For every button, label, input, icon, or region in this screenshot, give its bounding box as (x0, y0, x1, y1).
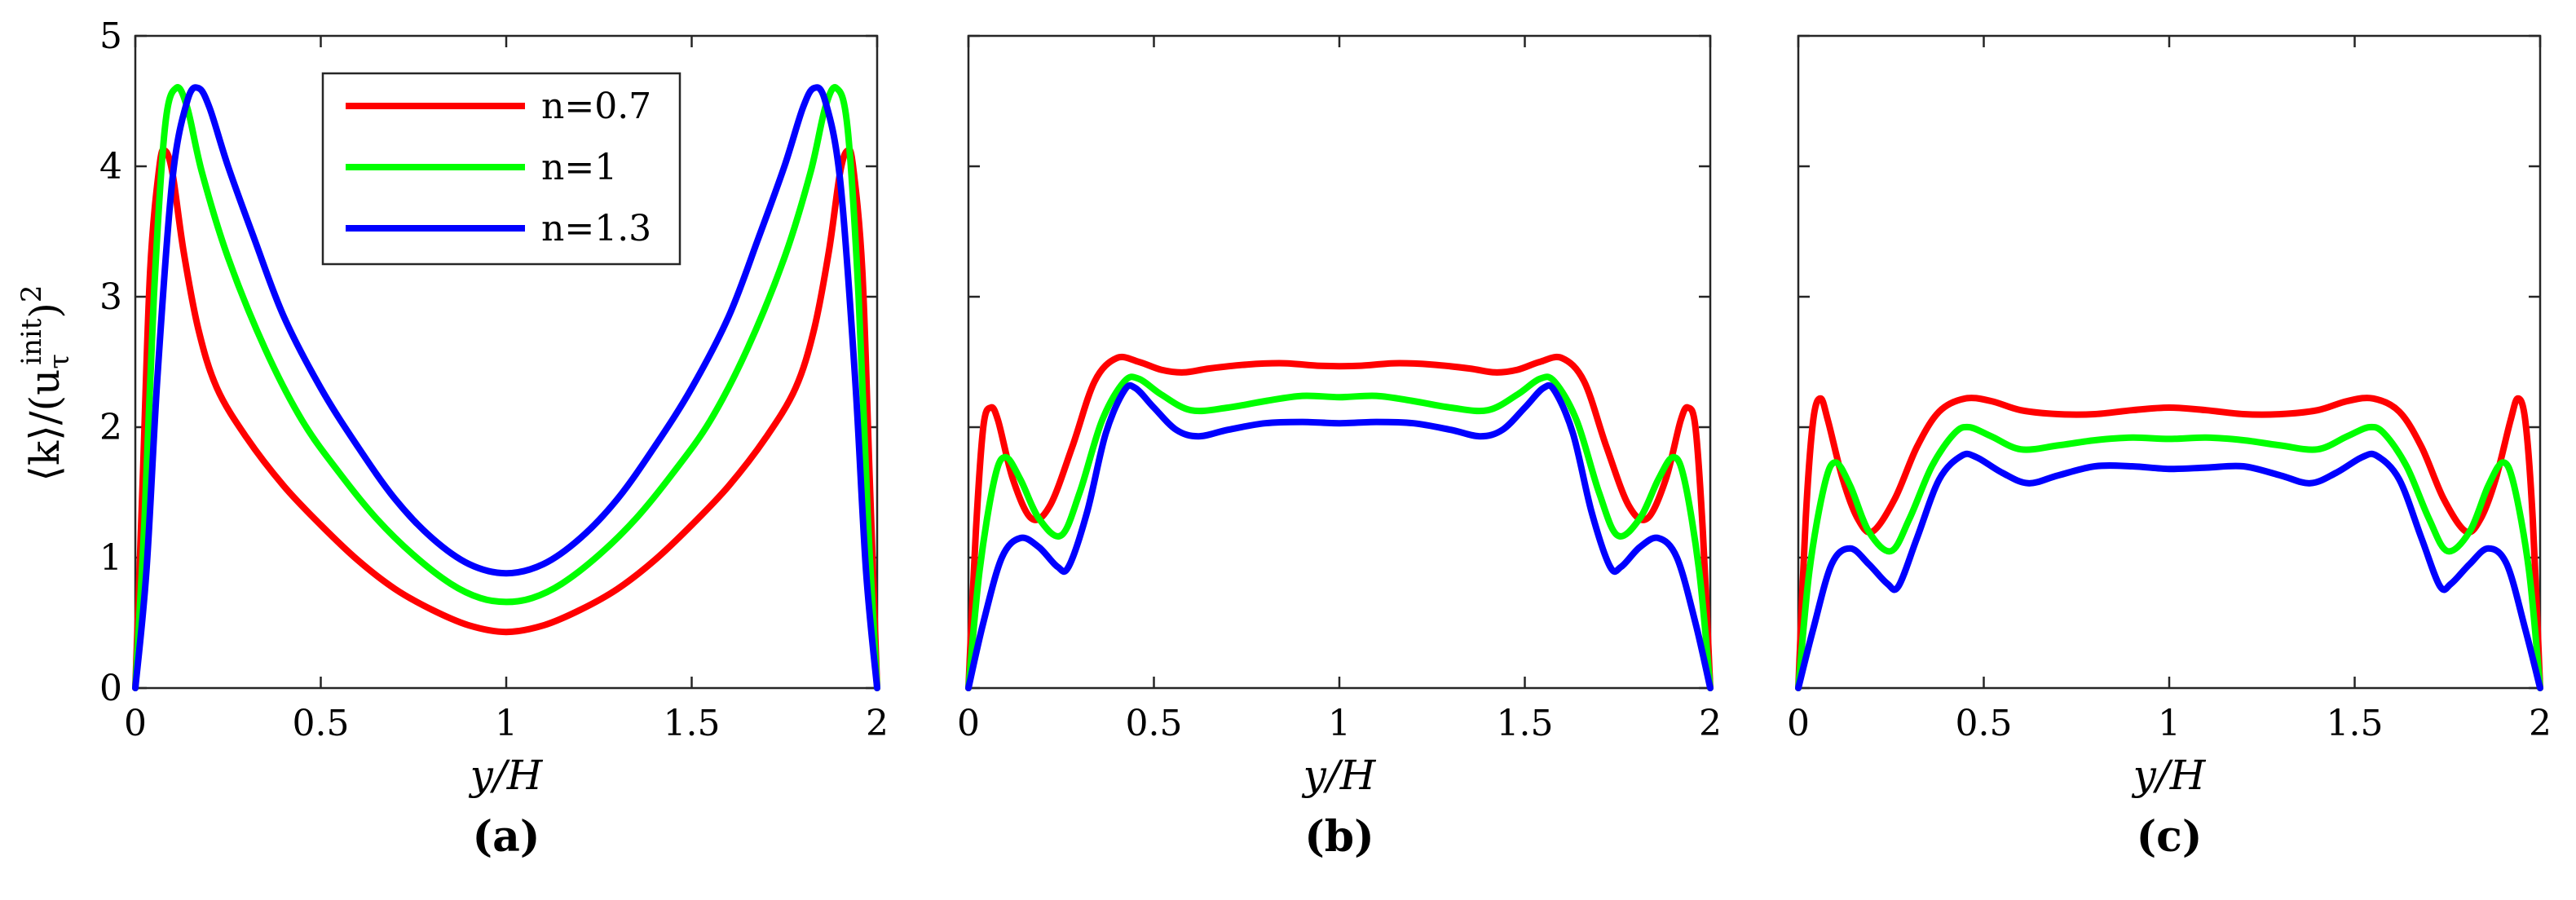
series-line-n1-3 (1795, 450, 2543, 691)
y-tick-label: 4 (99, 146, 122, 188)
y-axis-label-base: (u (21, 369, 68, 412)
legend-label: n=1 (541, 147, 617, 188)
series-line-n1 (965, 373, 1714, 691)
y-axis-label-close: ) (21, 302, 68, 319)
x-tick-label: 1.5 (1497, 703, 1554, 744)
x-tick-label: 0.5 (1956, 703, 2013, 744)
y-tick-label: 3 (99, 276, 122, 318)
series-line-n1 (132, 84, 880, 691)
series-line-n1 (1795, 423, 2543, 691)
legend: n=0.7 n=1 n=1.3 (321, 72, 681, 266)
x-tick-label: 0 (957, 703, 980, 744)
series-line-n0-7 (1795, 395, 2543, 691)
panel-label: (c) (2137, 812, 2203, 862)
legend-label: n=1.3 (541, 208, 651, 249)
y-tick-label: 5 (99, 15, 122, 57)
y-axis-label-power: 2 (15, 285, 48, 302)
panel-a: 0 0.5 1 1.5 2 0 1 2 3 4 5 y/H (a) n=0.7 n=1 n=1.3 (99, 15, 889, 862)
series-line-n1-3 (965, 382, 1714, 691)
y-axis-label-sup: init (15, 318, 48, 365)
x-tick-label: 1.5 (2327, 703, 2384, 744)
x-tick-label: 1 (495, 703, 518, 744)
y-axis-label-lhs: ⟨k⟩/ (21, 411, 68, 481)
x-axis-label: y/H (469, 752, 544, 799)
x-tick-label: 1.5 (664, 703, 721, 744)
panel-label: (b) (1304, 812, 1374, 862)
y-tick-label: 1 (99, 537, 122, 579)
x-tick-label: 2 (866, 703, 889, 744)
legend-label: n=0.7 (541, 86, 651, 127)
x-tick-label: 2 (1699, 703, 1722, 744)
series-line-n1-3 (132, 84, 880, 691)
panel-c: 0 0.5 1 1.5 2 y/H (c) (1787, 34, 2552, 862)
x-tick-label: 0.5 (1126, 703, 1183, 744)
x-tick-label: 2 (2529, 703, 2552, 744)
x-tick-label: 1 (1328, 703, 1351, 744)
x-tick-label: 0.5 (293, 703, 350, 744)
y-axis-label-sub: τ (43, 354, 76, 369)
x-axis-label: y/H (1302, 752, 1377, 799)
panel-b: 0 0.5 1 1.5 2 y/H (b) (957, 34, 1722, 862)
y-tick-label: 0 (99, 668, 122, 709)
x-axis-label: y/H (2132, 752, 2207, 799)
panel-label: (a) (473, 812, 540, 862)
y-axis-label: ⟨k⟩/(uτinit)2 (15, 285, 76, 481)
x-tick-label: 1 (2158, 703, 2181, 744)
x-tick-label: 0 (1787, 703, 1810, 744)
series-line-n0-7 (965, 353, 1714, 691)
y-tick-label: 2 (99, 407, 122, 448)
x-tick-label: 0 (124, 703, 147, 744)
